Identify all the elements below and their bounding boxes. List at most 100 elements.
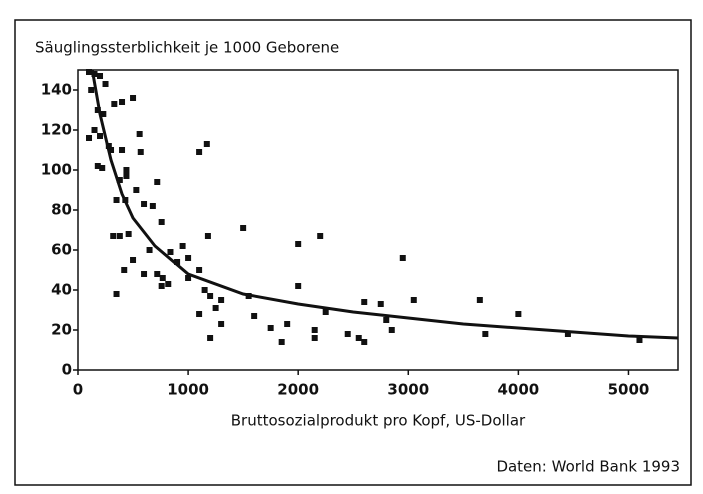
- scatter-point: [377, 301, 384, 307]
- x-tick-label: 5000: [608, 381, 650, 399]
- scatter-point: [295, 241, 302, 247]
- scatter-point: [102, 81, 109, 87]
- scatter-point: [204, 233, 211, 239]
- scatter-point: [196, 149, 203, 155]
- scatter-point: [119, 99, 126, 105]
- scatter-point: [116, 177, 123, 183]
- scatter-point: [121, 267, 128, 273]
- scatter-point: [322, 309, 329, 315]
- plot-frame: [77, 69, 679, 371]
- scatter-point: [141, 201, 148, 207]
- x-tick-label: 3000: [387, 381, 429, 399]
- scatter-point: [361, 339, 368, 345]
- x-tick-label: 1000: [167, 381, 209, 399]
- chart-title: Säuglingssterblichkeit je 1000 Geborene: [35, 39, 339, 57]
- x-tick-label: 2000: [277, 381, 319, 399]
- scatter-point: [295, 283, 302, 289]
- scatter-point: [196, 267, 203, 273]
- scatter-point: [86, 135, 93, 141]
- scatter-point: [154, 271, 161, 277]
- scatter-point: [203, 141, 210, 147]
- fit-curve: [90, 69, 679, 340]
- scatter-point: [130, 95, 137, 101]
- y-tick-label: 0: [62, 361, 72, 379]
- scatter-point: [119, 147, 126, 153]
- y-tick-label: 60: [51, 241, 72, 259]
- scatter-point: [278, 339, 285, 345]
- scatter-point: [185, 275, 192, 281]
- scatter-point: [146, 247, 153, 253]
- scatter-point: [476, 297, 483, 303]
- source-note: Daten: World Bank 1993: [496, 458, 680, 476]
- scatter-point: [311, 327, 318, 333]
- x-axis-label: Bruttosozialprodukt pro Kopf, US-Dollar: [231, 412, 526, 430]
- scatter-point: [100, 111, 107, 117]
- scatter-point: [97, 73, 104, 79]
- scatter-point: [141, 271, 148, 277]
- scatter-point: [383, 317, 390, 323]
- scatter-point: [125, 231, 132, 237]
- scatter-point: [167, 249, 174, 255]
- scatter-point: [399, 255, 406, 261]
- y-tick-label: 20: [51, 321, 72, 339]
- scatter-point: [97, 133, 104, 139]
- scatter-point: [158, 219, 165, 225]
- scatter-point: [159, 275, 166, 281]
- scatter-point: [113, 291, 120, 297]
- scatter-point: [149, 203, 156, 209]
- scatter-point: [515, 311, 522, 317]
- scatter-point: [99, 165, 106, 171]
- scatter-point: [240, 225, 247, 231]
- y-tick-label: 80: [51, 201, 72, 219]
- scatter-point: [88, 87, 95, 93]
- scatter-point: [123, 173, 130, 179]
- scatter-point: [201, 287, 208, 293]
- scatter-point: [317, 233, 324, 239]
- y-tick-label: 40: [51, 281, 72, 299]
- scatter-point: [482, 331, 489, 337]
- scatter-point: [165, 281, 172, 287]
- scatter-point: [111, 101, 118, 107]
- scatter-point: [361, 299, 368, 305]
- scatter-point: [251, 313, 258, 319]
- scatter-point: [218, 297, 225, 303]
- scatter-point: [137, 149, 144, 155]
- scatter-point: [91, 127, 98, 133]
- scatter-point: [212, 305, 219, 311]
- scatter-point: [133, 187, 140, 193]
- scatter-point: [355, 335, 362, 341]
- scatter-point: [158, 283, 165, 289]
- scatter-point: [344, 331, 351, 337]
- scatter-point: [110, 233, 117, 239]
- y-tick-label: 120: [41, 121, 72, 139]
- scatter-point: [267, 325, 274, 331]
- scatter-point: [179, 243, 186, 249]
- scatter-point: [154, 179, 161, 185]
- scatter-point: [388, 327, 395, 333]
- scatter-point: [636, 337, 643, 343]
- scatter-point: [185, 255, 192, 261]
- scatter-point: [86, 69, 93, 75]
- scatter-point: [130, 257, 137, 263]
- x-tick-label: 0: [73, 381, 83, 399]
- scatter-point: [196, 311, 203, 317]
- scatter-point: [207, 335, 214, 341]
- scatter-point: [94, 163, 101, 169]
- scatter-point: [218, 321, 225, 327]
- y-tick-label: 140: [41, 81, 72, 99]
- x-tick-label: 4000: [497, 381, 539, 399]
- scatter-point: [123, 167, 130, 173]
- scatter-point: [311, 335, 318, 341]
- outer-frame: [14, 19, 692, 486]
- scatter-point: [113, 197, 120, 203]
- scatter-point: [116, 233, 123, 239]
- scatter-point: [207, 293, 214, 299]
- scatter-point: [564, 331, 571, 337]
- scatter-point: [136, 131, 143, 137]
- scatter-point: [108, 147, 115, 153]
- y-tick-label: 100: [41, 161, 72, 179]
- scatter-point: [174, 259, 181, 265]
- scatter-point: [410, 297, 417, 303]
- scatter-point: [284, 321, 291, 327]
